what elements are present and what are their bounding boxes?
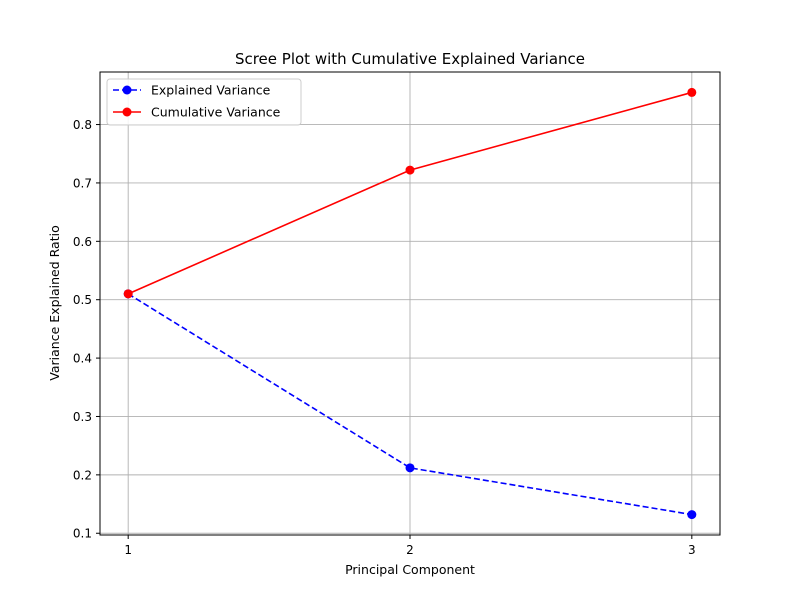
y-tick-label: 0.1 — [73, 527, 92, 541]
data-point — [123, 289, 133, 299]
y-tick-label: 0.5 — [73, 293, 92, 307]
y-tick-label: 0.2 — [73, 468, 92, 482]
y-tick-label: 0.6 — [73, 235, 92, 249]
series-line — [127, 293, 692, 516]
legend: Explained Variance Cumulative Variance — [106, 78, 302, 126]
data-point — [405, 165, 415, 175]
data-point — [687, 510, 697, 520]
legend-label: Cumulative Variance — [151, 105, 281, 120]
legend-marker — [122, 107, 132, 117]
y-tick-label: 0.7 — [73, 176, 92, 190]
y-tick-label: 0.4 — [73, 352, 92, 366]
legend-box — [106, 78, 302, 126]
data-point — [405, 463, 415, 473]
data-point — [687, 87, 697, 97]
y-tick-label: 0.3 — [73, 410, 92, 424]
ticks: 1 2 3 0.1 0.2 0.3 0.4 0.5 0.6 0.7 0.8 — [73, 118, 696, 557]
x-tick-label: 3 — [688, 543, 696, 557]
legend-label: Explained Variance — [151, 83, 271, 98]
x-tick-label: 1 — [124, 543, 132, 557]
x-axis-label: Principal Component — [345, 562, 475, 577]
x-tick-label: 2 — [406, 543, 414, 557]
legend-marker — [122, 85, 132, 95]
y-axis-label: Variance Explained Ratio — [47, 225, 62, 380]
chart-title: Scree Plot with Cumulative Explained Var… — [235, 50, 585, 68]
y-tick-label: 0.8 — [73, 118, 92, 132]
series-1 — [123, 87, 697, 299]
series-layer — [123, 87, 697, 520]
